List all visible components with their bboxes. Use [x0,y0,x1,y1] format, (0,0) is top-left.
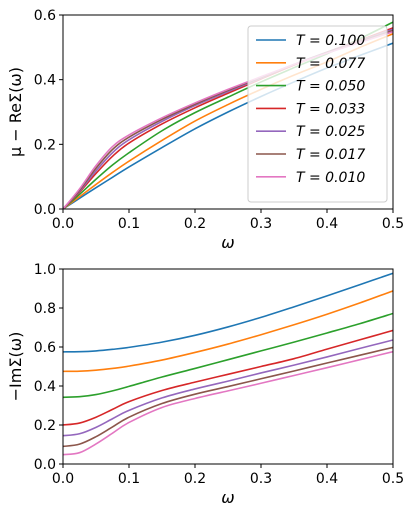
y-axis-label: μ − ReΣ(ω) [6,67,25,157]
y-axis-label: −ImΣ(ω) [6,332,25,402]
y-tick-label: 0.0 [34,202,56,218]
chart-1: 0.0 0.1 0.2 0.3 0.4 0.5 0.0 0.2 0.4 0.6 ω μ − ReΣ(ω… [6,8,404,252]
x-tick-label: 0.5 [382,471,404,487]
axes-frame [62,268,394,465]
series-line-5 [63,339,393,437]
y-tick-label: 0.8 [34,301,56,317]
y-tick-label: 0.2 [34,137,56,153]
y-tick-label: 0.6 [34,8,56,24]
x-tick-label: 0.4 [316,216,338,232]
x-tick-label: 0.1 [118,471,140,487]
x-tick-label: 0.5 [382,216,404,232]
x-tick-label: 0.4 [316,471,338,487]
legend-label-4: T = 0.033 [296,101,365,117]
y-tick-label: 0.4 [34,73,56,89]
legend-frame [247,25,388,203]
series-line-2 [63,289,393,373]
x-tick-label: 0.3 [250,216,272,232]
y-tick-label: 1.0 [34,262,56,278]
legend-label-3: T = 0.050 [296,79,365,95]
axes-frame [62,14,394,210]
x-tick-label: 0.3 [250,471,272,487]
y-tick-label: 0.6 [34,340,56,356]
y-tick-label: 0.2 [34,418,56,434]
legend-label-1: T = 0.100 [296,33,365,49]
y-tick-label: 0.0 [34,457,56,473]
x-axis-label: ω [221,488,234,507]
x-tick-label: 0.2 [184,216,206,232]
series-lines [63,272,393,456]
legend: T = 0.100 T = 0.077 T = 0.050 T = 0.033 T = … [247,25,388,203]
series-line-1 [63,272,393,353]
x-tick-label: 0.0 [52,216,74,232]
chart-2: 0.0 0.1 0.2 0.3 0.4 0.5 0.0 0.2 0.4 0.6 0.8 1.0 ω −Im… [6,262,404,507]
legend-label-5: T = 0.025 [296,124,365,140]
series-line-4 [63,329,393,426]
legend-label-6: T = 0.017 [296,147,365,163]
x-tick-label: 0.2 [184,471,206,487]
x-tick-label: 0.0 [52,471,74,487]
legend-label-7: T = 0.010 [296,170,365,186]
x-axis-label: ω [221,233,234,252]
x-tick-label: 0.1 [118,216,140,232]
series-line-7 [63,350,393,456]
series-line-6 [63,346,393,448]
series-lines [63,21,393,209]
legend-label-2: T = 0.077 [296,56,365,72]
y-tick-label: 0.4 [34,379,56,395]
series-line-3 [63,312,393,399]
